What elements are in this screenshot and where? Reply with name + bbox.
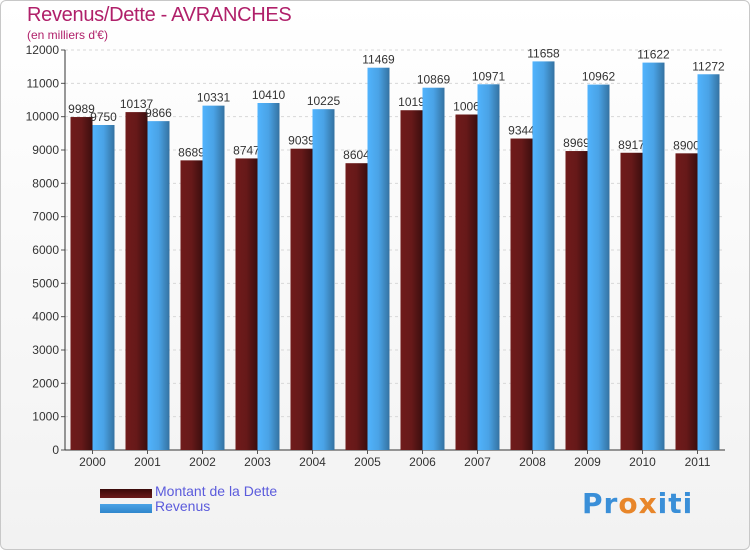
legend-swatch-revenus	[100, 504, 152, 513]
y-tick-label: 11000	[27, 76, 60, 90]
label-dette-2010: 8917	[618, 138, 645, 152]
bar-dette-2004	[290, 148, 313, 450]
bar-dette-2009	[565, 151, 588, 451]
label-revenus-2010: 11622	[637, 48, 670, 62]
bar-revenus-2005	[367, 67, 390, 450]
bar-revenus-2009	[587, 84, 610, 450]
bar-revenus-2007	[477, 84, 500, 451]
x-tick-label: 2011	[685, 455, 711, 469]
label-dette-2008: 9344	[508, 124, 535, 138]
label-revenus-2009: 10962	[582, 70, 616, 84]
y-tick-label: 7000	[32, 210, 59, 224]
bar-revenus-2002	[202, 105, 225, 450]
bar-dette-2003	[235, 158, 258, 450]
label-revenus-2000: 9750	[90, 110, 117, 124]
label-dette-2011: 8900	[673, 138, 700, 152]
y-tick-label: 6000	[32, 243, 59, 257]
x-tick-label: 2002	[189, 455, 216, 469]
y-tick-label: 4000	[32, 310, 59, 324]
x-tick-label: 2009	[574, 455, 601, 469]
label-revenus-2007: 10971	[472, 69, 506, 83]
label-dette-2009: 8969	[563, 136, 590, 150]
legend-label-dette: Montant de la Dette	[155, 483, 278, 499]
label-dette-2004: 9039	[288, 134, 315, 148]
y-tick-label: 9000	[32, 143, 59, 157]
logo-letter: o	[618, 487, 639, 520]
legend-item-revenus: Revenus	[100, 498, 500, 517]
proxiti-logo: Proxiti	[582, 487, 693, 520]
bar-revenus-2006	[422, 87, 445, 450]
bar-revenus-2011	[697, 74, 720, 451]
x-tick-label: 2010	[629, 455, 656, 469]
bar-dette-2001	[125, 112, 148, 450]
bar-dette-2008	[510, 138, 533, 451]
bar-dette-2002	[180, 160, 203, 450]
x-tick-label: 2007	[464, 455, 491, 469]
y-tick-label: 10000	[26, 110, 60, 124]
logo-letter: i	[657, 487, 669, 520]
x-tick-label: 2000	[79, 455, 106, 469]
label-dette-2001: 10137	[120, 97, 154, 111]
logo-letter: x	[638, 487, 658, 520]
bar-revenus-2010	[642, 62, 665, 450]
y-tick-label: 2000	[32, 376, 59, 390]
label-revenus-2005: 11469	[362, 53, 395, 67]
legend-item-dette: Montant de la Dette	[100, 483, 500, 502]
label-dette-2006: 1019	[398, 95, 425, 109]
bar-revenus-2001	[147, 121, 170, 450]
label-dette-2003: 8747	[233, 143, 260, 157]
logo-letter: r	[603, 487, 619, 520]
label-revenus-2011: 11272	[692, 59, 725, 73]
bar-dette-2010	[620, 152, 643, 450]
logo-letter: i	[682, 487, 694, 520]
bar-dette-2011	[675, 153, 698, 451]
label-revenus-2008: 11658	[527, 46, 560, 60]
x-tick-label: 2001	[134, 455, 161, 469]
legend-label-revenus: Revenus	[155, 498, 211, 514]
chart-title: Revenus/Dette - AVRANCHES	[27, 4, 292, 26]
x-tick-label: 2003	[244, 455, 271, 469]
y-tick-label: 1000	[32, 410, 59, 424]
bar-revenus-2008	[532, 61, 555, 451]
label-dette-2007: 1006	[453, 100, 480, 114]
logo-letter: t	[668, 487, 683, 520]
label-revenus-2006: 10869	[417, 73, 451, 87]
y-tick-label: 5000	[32, 276, 59, 290]
x-tick-label: 2005	[354, 455, 381, 469]
label-dette-2002: 8689	[178, 145, 205, 159]
y-tick-label: 3000	[32, 343, 59, 357]
logo-letter: P	[582, 487, 604, 520]
bar-dette-2000	[70, 117, 93, 451]
y-tick-label: 12000	[26, 43, 60, 57]
bar-revenus-2000	[92, 125, 115, 450]
bar-revenus-2004	[312, 109, 335, 451]
label-revenus-2001: 9866	[145, 106, 172, 120]
x-tick-label: 2004	[299, 455, 326, 469]
legend-swatch-dette	[100, 489, 152, 498]
label-dette-2005: 8604	[343, 148, 370, 162]
bar-dette-2005	[345, 163, 368, 450]
x-tick-label: 2008	[519, 455, 546, 469]
label-revenus-2004: 10225	[307, 94, 341, 108]
y-tick-label: 8000	[32, 176, 59, 190]
chart-subtitle: (en milliers d'€)	[27, 28, 108, 42]
label-dette-2000: 9989	[68, 102, 95, 116]
bar-dette-2006	[400, 110, 423, 450]
bar-dette-2007	[455, 114, 478, 450]
bar-revenus-2003	[257, 103, 280, 450]
x-tick-label: 2006	[409, 455, 436, 469]
y-tick-label: 0	[52, 443, 59, 457]
label-revenus-2003: 10410	[252, 88, 286, 102]
label-revenus-2002: 10331	[197, 91, 231, 105]
